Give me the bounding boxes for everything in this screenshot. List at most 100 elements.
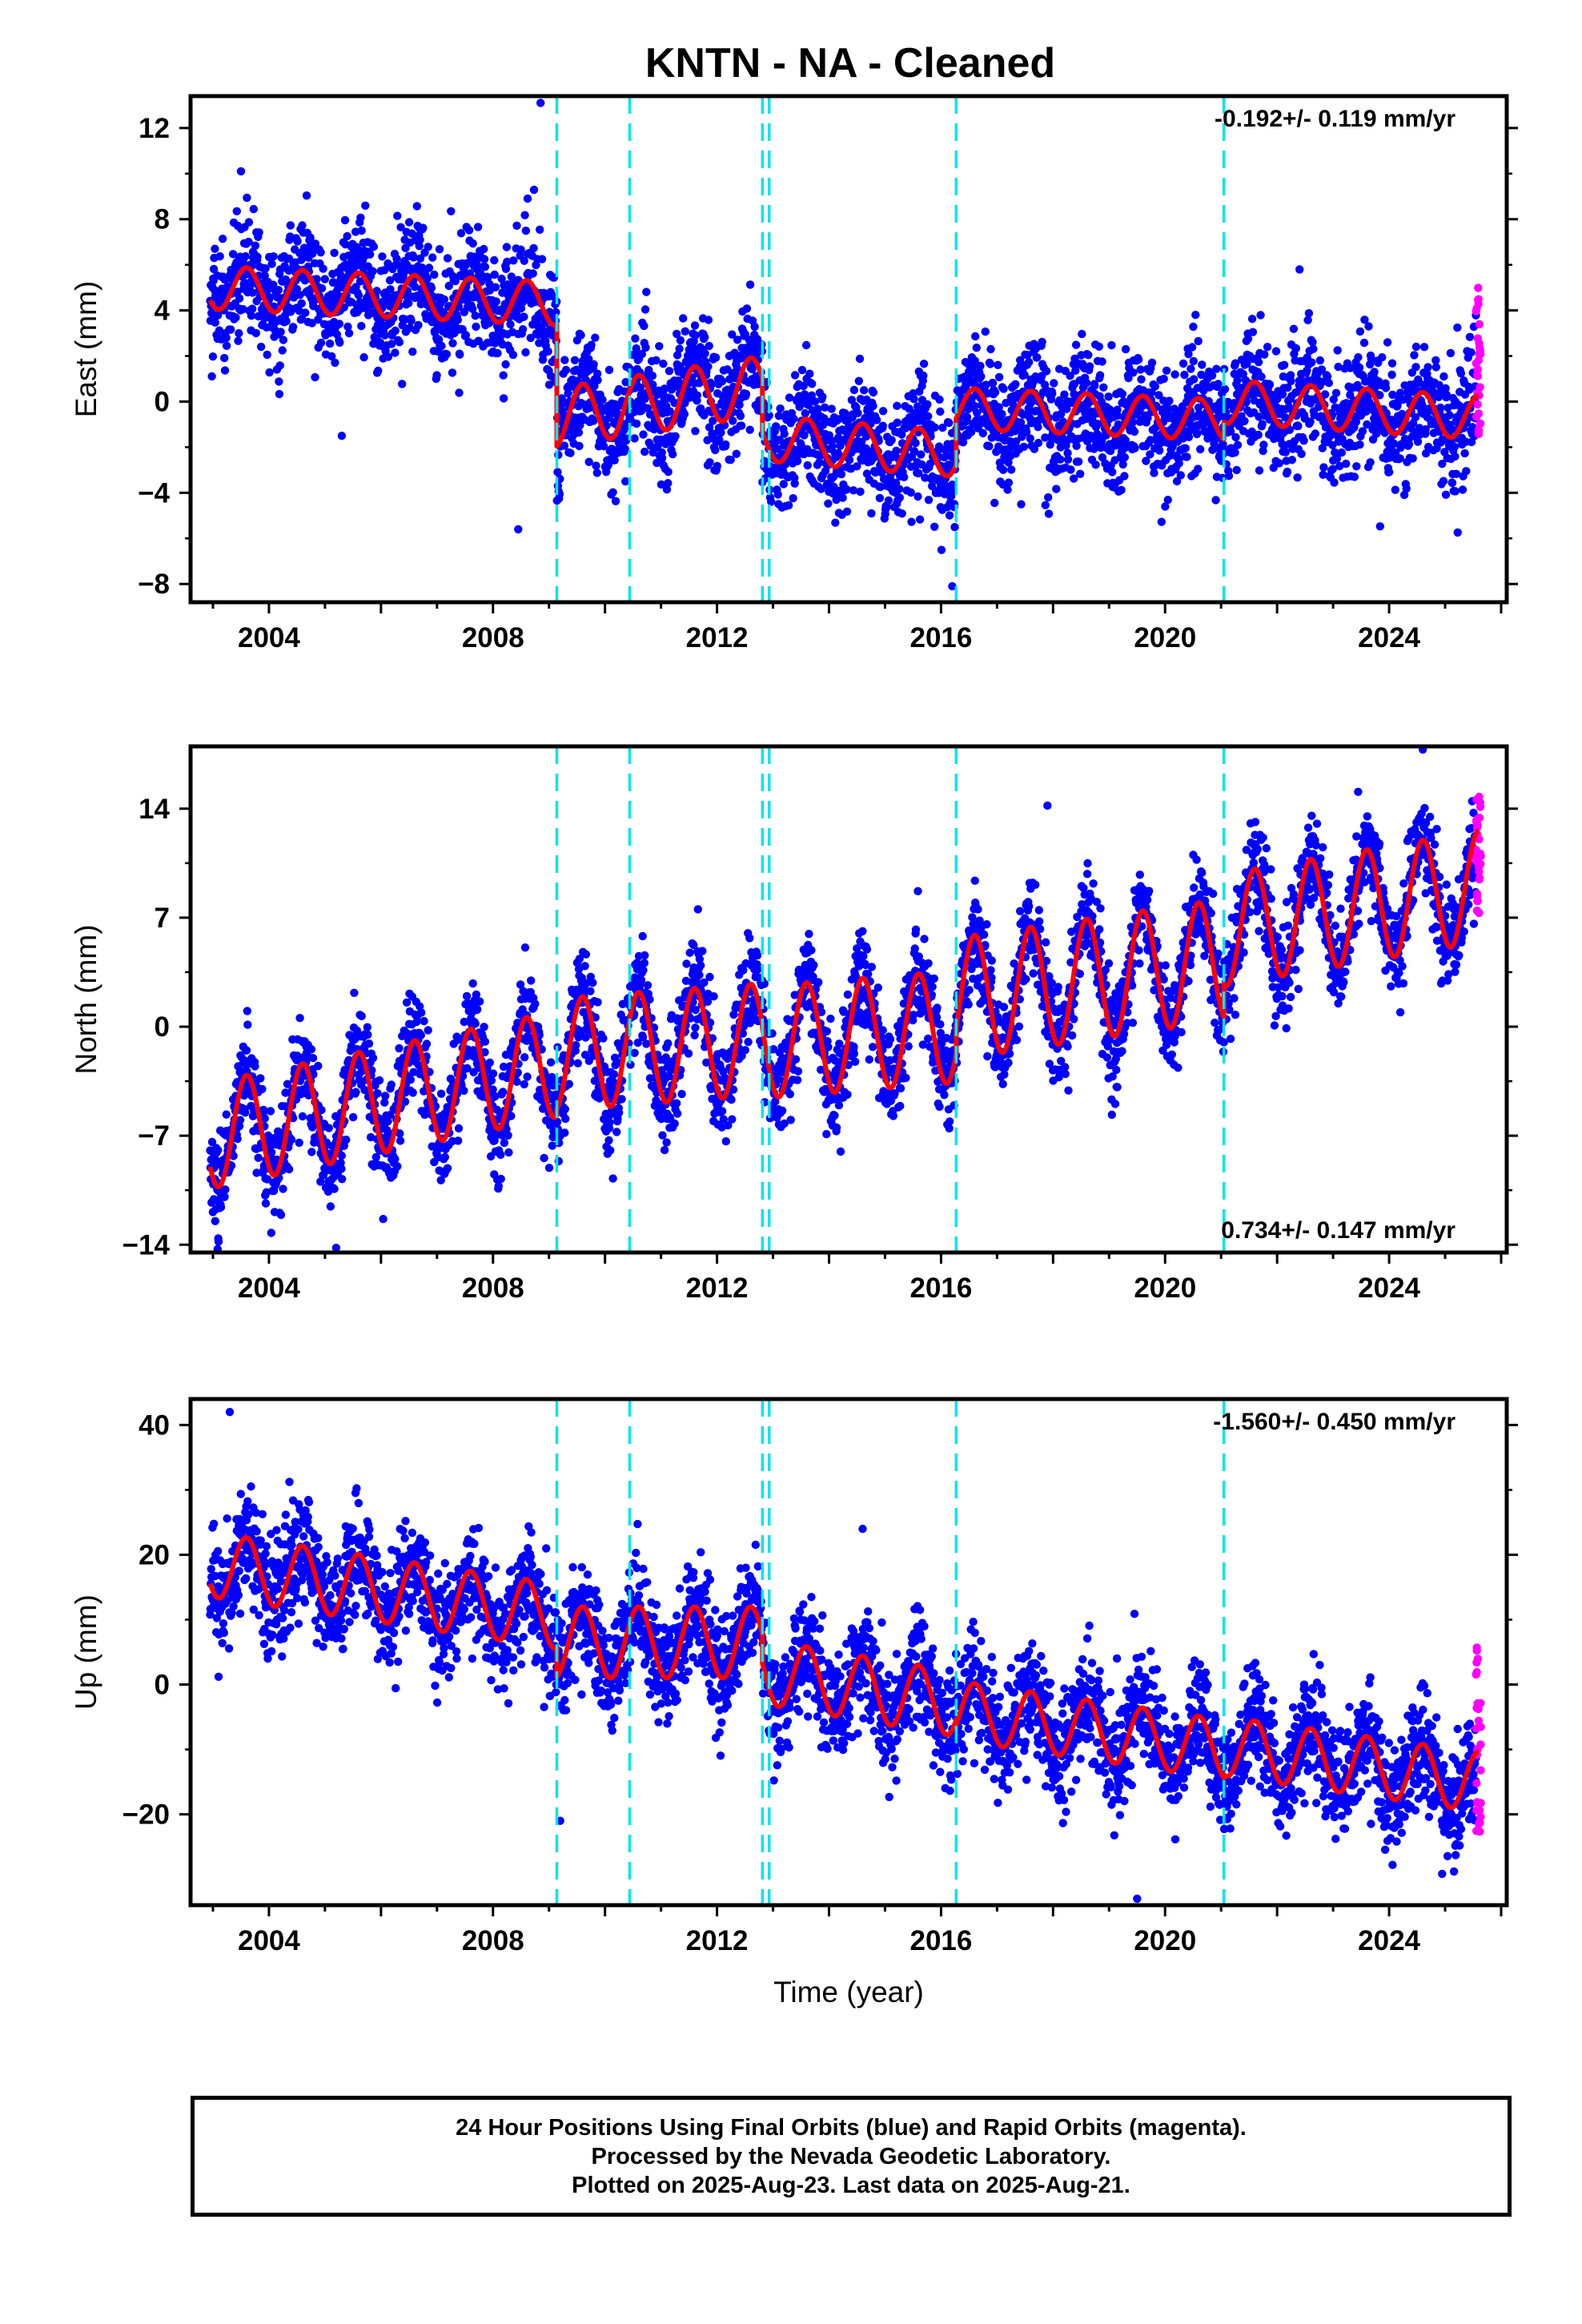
east-data-point — [1446, 348, 1456, 358]
east-data-point — [331, 358, 339, 368]
north-data-point — [295, 1014, 304, 1023]
north-data-point — [348, 1112, 358, 1122]
east-data-point — [211, 244, 219, 253]
east-data-point — [793, 456, 802, 465]
east-outlier-point — [536, 99, 545, 107]
north-data-point — [379, 1215, 387, 1224]
east-data-point — [882, 502, 892, 511]
east-data-point — [554, 450, 563, 460]
east-data-point — [501, 360, 510, 369]
east-data-point — [1354, 353, 1363, 362]
east-data-point — [424, 243, 432, 251]
east-data-point — [340, 215, 350, 225]
east-data-point — [611, 497, 620, 505]
north-data-point — [314, 1061, 323, 1071]
east-data-point — [1181, 444, 1190, 452]
east-data-point — [878, 421, 887, 430]
north-data-point — [256, 1074, 265, 1083]
east-data-point — [1467, 348, 1476, 357]
east-data-point — [1192, 429, 1202, 439]
east-data-point — [1212, 364, 1221, 373]
east-rapid-point — [1474, 427, 1484, 436]
east-data-point — [561, 365, 571, 375]
east-data-point — [853, 462, 861, 471]
east-data-point — [1038, 337, 1046, 347]
east-data-point — [1044, 509, 1054, 518]
east-data-point — [408, 348, 417, 356]
east-data-point — [701, 332, 709, 342]
east-data-point — [380, 331, 389, 340]
east-data-point — [742, 304, 752, 313]
east-data-point — [1129, 368, 1138, 377]
north-data-point — [523, 1072, 532, 1081]
east-data-point — [1189, 322, 1198, 332]
east-data-point — [608, 488, 617, 497]
east-data-point — [428, 253, 437, 262]
east-data-point — [972, 344, 982, 352]
east-rapid-point — [1474, 409, 1484, 418]
east-data-point — [1359, 338, 1369, 348]
east-data-point — [610, 456, 619, 464]
east-data-point — [275, 389, 284, 399]
east-data-point — [919, 360, 929, 368]
north-data-point — [368, 1053, 378, 1063]
north-data-point — [214, 1146, 223, 1155]
east-data-point — [779, 480, 788, 489]
east-data-point — [945, 418, 954, 428]
east-data-point — [359, 353, 368, 362]
east-data-point — [591, 333, 600, 342]
east-data-point — [1186, 364, 1195, 373]
east-data-point — [435, 245, 444, 254]
east-data-point — [1304, 309, 1314, 318]
east-data-point — [913, 492, 922, 501]
east-data-point — [801, 340, 811, 350]
east-data-point — [584, 457, 593, 466]
north-data-point — [276, 1210, 286, 1220]
east-data-point — [1044, 493, 1053, 502]
east-data-point — [419, 223, 428, 232]
north-data-point — [504, 1131, 512, 1140]
east-data-point — [501, 264, 511, 273]
east-data-point — [1256, 311, 1265, 320]
east-rapid-point — [1475, 339, 1484, 348]
east-data-point — [935, 395, 944, 404]
east-data-point — [833, 448, 842, 457]
east-data-point — [1052, 485, 1061, 493]
north-data-point — [326, 1202, 335, 1211]
north-data-point — [363, 1030, 372, 1039]
east-data-point — [1248, 328, 1258, 336]
north-data-point — [572, 1040, 580, 1050]
east-data-point — [480, 263, 490, 271]
east-data-point — [859, 386, 869, 395]
north-data-point — [580, 962, 589, 971]
east-data-point — [884, 496, 893, 505]
east-rapid-point — [1474, 300, 1483, 308]
east-data-point — [891, 478, 901, 488]
east-data-point — [1072, 441, 1081, 450]
east-data-point — [827, 404, 836, 413]
east-data-point — [1104, 392, 1113, 401]
north-data-point — [544, 1164, 554, 1172]
east-data-point — [1324, 379, 1334, 388]
east-data-point — [1085, 362, 1094, 371]
east-data-point — [789, 414, 798, 424]
east-data-point — [790, 479, 799, 488]
east-data-point — [1231, 432, 1240, 442]
north-data-point — [375, 1076, 384, 1085]
east-data-point — [560, 356, 569, 364]
east-rapid-point — [1474, 283, 1483, 292]
east-data-point — [256, 342, 266, 352]
east-data-point — [228, 250, 238, 259]
east-data-point — [520, 256, 528, 265]
north-data-point — [324, 1124, 333, 1132]
east-data-point — [1255, 466, 1264, 475]
east-data-point — [1056, 455, 1065, 464]
east-data-point — [1157, 517, 1166, 526]
east-xtick-label: 2012 — [686, 622, 749, 653]
east-data-point — [1050, 379, 1058, 388]
east-rapid-point — [1474, 356, 1484, 365]
east-rate-label: -0.192+/- 0.119 mm/yr — [1215, 106, 1456, 132]
east-data-point — [648, 380, 657, 389]
east-data-point — [1458, 485, 1468, 494]
